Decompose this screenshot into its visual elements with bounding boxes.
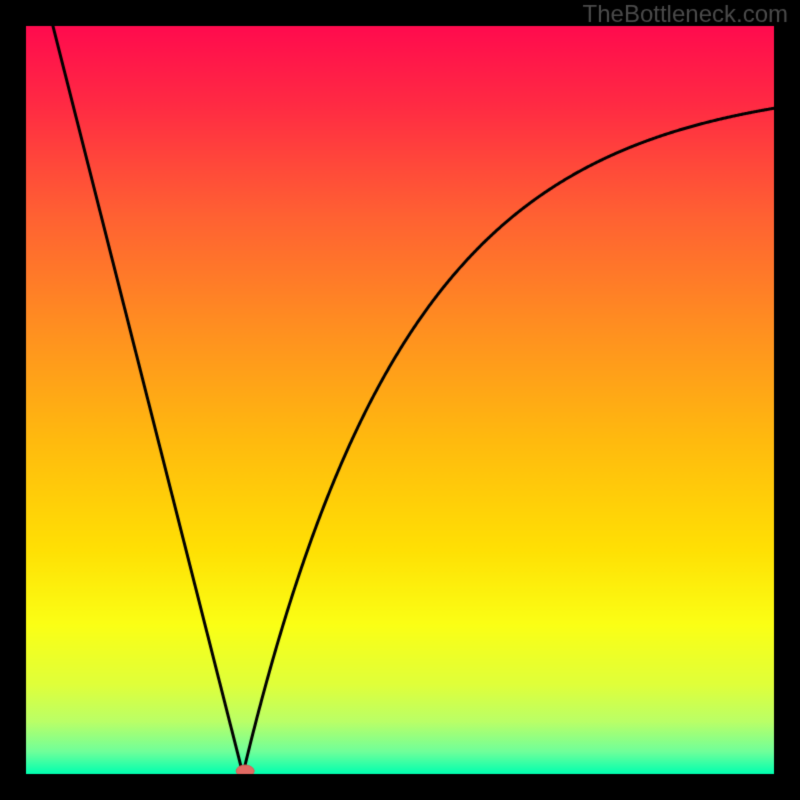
- bottleneck-chart: [0, 0, 800, 800]
